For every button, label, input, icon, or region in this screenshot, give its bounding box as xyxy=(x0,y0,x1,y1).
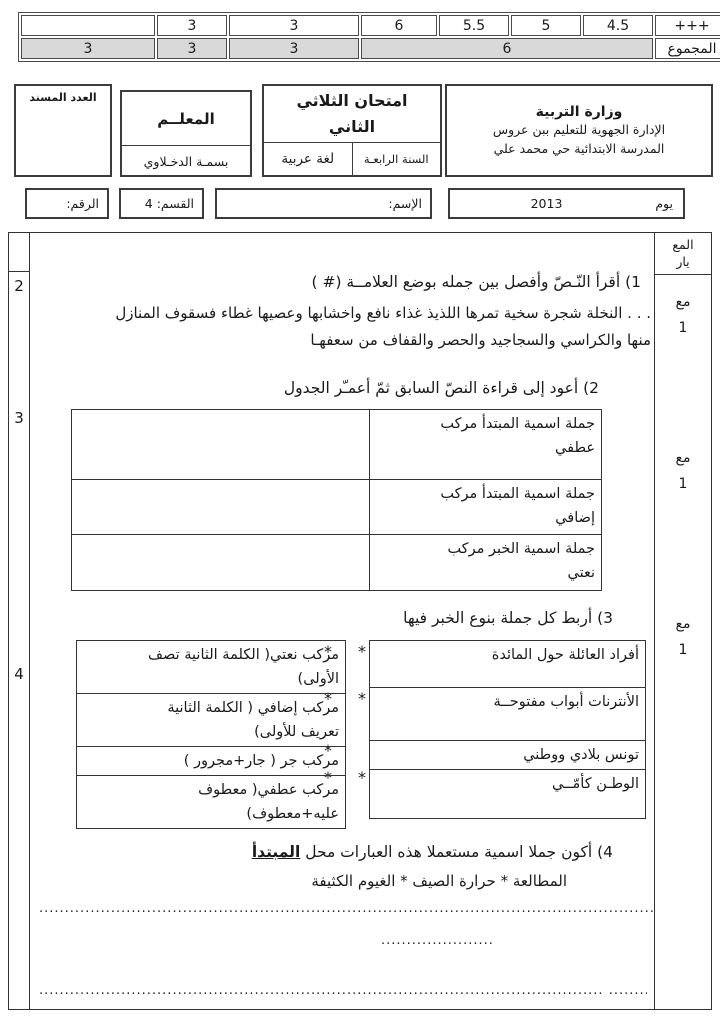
exam-title: امتحان الثلاثي الثاني xyxy=(264,86,440,143)
day-label: يوم xyxy=(655,196,673,211)
answer-cell xyxy=(71,534,370,591)
scores-row-total: 3 3 3 6 المجموع xyxy=(21,38,720,59)
answer-cell xyxy=(71,409,370,480)
table-row: مركب نعتي( الكلمة الثانية تصف الأولى) xyxy=(76,640,346,694)
question-1-text-line2: منها والكراسي والسجاجيد والحصر والقفاف م… xyxy=(310,331,651,349)
criteria-entry: مع 1 xyxy=(675,616,691,658)
question-1-text: . . . النخلة شجرة سخية تمرها اللذيذ غذاء… xyxy=(35,300,651,354)
sentence-cell: الوطـن كأمّــي xyxy=(369,769,646,819)
question-4-title: 4) أكون جملا اسمية مستعملا هذه العبارات … xyxy=(31,843,653,861)
scores-table: 3 3 6 5.5 5 4.5 +++ 3 3 3 6 المجموع xyxy=(18,12,720,62)
row-label: جملة اسمية الخبر مركب نعتي xyxy=(369,534,602,591)
ministry-line3: المدرسة الابتدائية حي محمد علي xyxy=(493,140,665,156)
score-cell xyxy=(21,15,155,36)
answer-dotted-line: ........................................… xyxy=(39,901,657,916)
score-cell: +++ xyxy=(655,15,720,36)
sentence-cell: تونس بلادي ووطني xyxy=(369,740,646,770)
margin-header-cell xyxy=(9,233,29,272)
row-label: جملة اسمية المبتدأ مركب إضافي xyxy=(369,479,602,535)
question-2-title: 2) أعود إلى قراءة النصّ السابق ثمّ أعمـّ… xyxy=(283,379,599,397)
assigned-grade-box: العدد المسند xyxy=(14,84,112,177)
answer-dotted-line: ...................... xyxy=(381,933,494,948)
table-row: الوطـن كأمّــي xyxy=(369,769,646,819)
class-field: القسم: 4 xyxy=(119,188,204,219)
answer-cell xyxy=(71,479,370,535)
exam-subject: لغة عربية xyxy=(281,151,335,167)
year-value: 2013 xyxy=(530,196,563,211)
score-cell: 5 xyxy=(511,15,581,36)
total-cell: 3 xyxy=(229,38,359,59)
margin-number-column: 2 3 4 xyxy=(9,233,30,1009)
answer-dotted-line: ........................................… xyxy=(39,983,647,998)
margin-number: 3 xyxy=(14,409,24,427)
table-row: تونس بلادي ووطني xyxy=(369,740,646,770)
exam-title-box: امتحان الثلاثي الثاني السنة الرابعـة لغة… xyxy=(262,84,442,177)
table-row: مركب عطفي( معطوف عليه+معطوف) xyxy=(76,775,346,829)
question-2-table: جملة اسمية المبتدأ مركب عطفي جملة اسمية … xyxy=(71,409,602,591)
type-cell: مركب عطفي( معطوف عليه+معطوف) xyxy=(76,775,346,829)
question-3-sentences-table: أفراد العائلة حول المائدة الأنترنات أبوا… xyxy=(369,640,646,819)
total-label: المجموع xyxy=(655,38,720,59)
sentence-cell: الأنترنات أبواب مفتوحــة xyxy=(369,687,646,741)
exam-body: المع يار مع 1 مع 1 مع 1 2 3 4 1) أقرأ ال… xyxy=(8,232,712,1010)
student-name-label: الإسم: xyxy=(388,196,422,211)
sentence-cell: أفراد العائلة حول المائدة xyxy=(369,640,646,688)
ministry-line1: وزارة التربية xyxy=(535,103,623,120)
score-cell: 4.5 xyxy=(583,15,653,36)
margin-number: 4 xyxy=(14,665,24,683)
date-field: يوم 2013 xyxy=(448,188,685,219)
table-row: مركب جر ( جار+مجرور ) xyxy=(76,746,346,776)
criteria-header: المع يار xyxy=(655,233,711,275)
total-cell: 3 xyxy=(21,38,155,59)
margin-number: 2 xyxy=(14,277,24,295)
table-row: جملة اسمية المبتدأ مركب إضافي xyxy=(71,479,602,535)
question-4-options: المطالعة * حرارة الصيف * الغيوم الكثيفة xyxy=(311,872,567,890)
type-cell: مركب نعتي( الكلمة الثانية تصف الأولى) xyxy=(76,640,346,694)
ministry-box: وزارة التربية الإدارة الجهوية للتعليم بب… xyxy=(445,84,713,177)
score-cell: 3 xyxy=(157,15,227,36)
type-cell: مركب جر ( جار+مجرور ) xyxy=(76,746,346,776)
table-row: جملة اسمية الخبر مركب نعتي xyxy=(71,534,602,591)
class-label: القسم: 4 xyxy=(144,196,194,211)
row-label: جملة اسمية المبتدأ مركب عطفي xyxy=(369,409,602,480)
total-cell: 3 xyxy=(157,38,227,59)
teacher-title: المعلــم xyxy=(122,92,250,146)
table-row: أفراد العائلة حول المائدة xyxy=(369,640,646,688)
total-cell: 6 xyxy=(361,38,653,59)
criteria-column: المع يار مع 1 مع 1 مع 1 xyxy=(654,233,711,1009)
student-name-field: الإسم: xyxy=(215,188,432,219)
type-cell: مركب إضافي ( الكلمة الثانية تعريف للأولى… xyxy=(76,693,346,747)
match-bullet: * xyxy=(358,768,366,787)
question-4-title-text: 4) أكون جملا اسمية مستعملا هذه العبارات … xyxy=(300,843,613,861)
table-row: الأنترنات أبواب مفتوحــة xyxy=(369,687,646,741)
teacher-name: بسمـة الدخـلاوي xyxy=(143,153,229,169)
criteria-entry: مع 1 xyxy=(675,450,691,492)
score-cell: 6 xyxy=(361,15,437,36)
exam-grade: السنة الرابعـة xyxy=(351,143,441,175)
ministry-line2: الإدارة الجهوية للتعليم ببن عروس xyxy=(492,121,666,137)
student-number-label: الرقم: xyxy=(66,196,99,211)
student-number-field: الرقم: xyxy=(25,188,109,219)
scores-row-points: 3 3 6 5.5 5 4.5 +++ xyxy=(21,15,720,36)
question-4-keyword: المبتدأ xyxy=(251,843,301,861)
question-3-types-table: مركب نعتي( الكلمة الثانية تصف الأولى) مر… xyxy=(76,640,346,829)
question-1-title: 1) أقرأ النّـصّ وأفصل بين جمله بوضع العل… xyxy=(311,273,642,291)
teacher-box: المعلــم بسمـة الدخـلاوي xyxy=(120,90,252,177)
criteria-entry: مع 1 xyxy=(675,294,691,336)
score-cell: 3 xyxy=(229,15,359,36)
table-row: جملة اسمية المبتدأ مركب عطفي xyxy=(71,409,602,480)
match-bullet: * xyxy=(358,642,366,661)
question-3-title: 3) أربط كل جملة بنوع الخبر فيها xyxy=(403,609,613,627)
score-cell: 5.5 xyxy=(439,15,509,36)
assigned-grade-label: العدد المسند xyxy=(29,91,97,104)
table-row: مركب إضافي ( الكلمة الثانية تعريف للأولى… xyxy=(76,693,346,747)
match-bullet: * xyxy=(358,689,366,708)
question-1-text-line1: . . . النخلة شجرة سخية تمرها اللذيذ غذاء… xyxy=(115,304,651,322)
